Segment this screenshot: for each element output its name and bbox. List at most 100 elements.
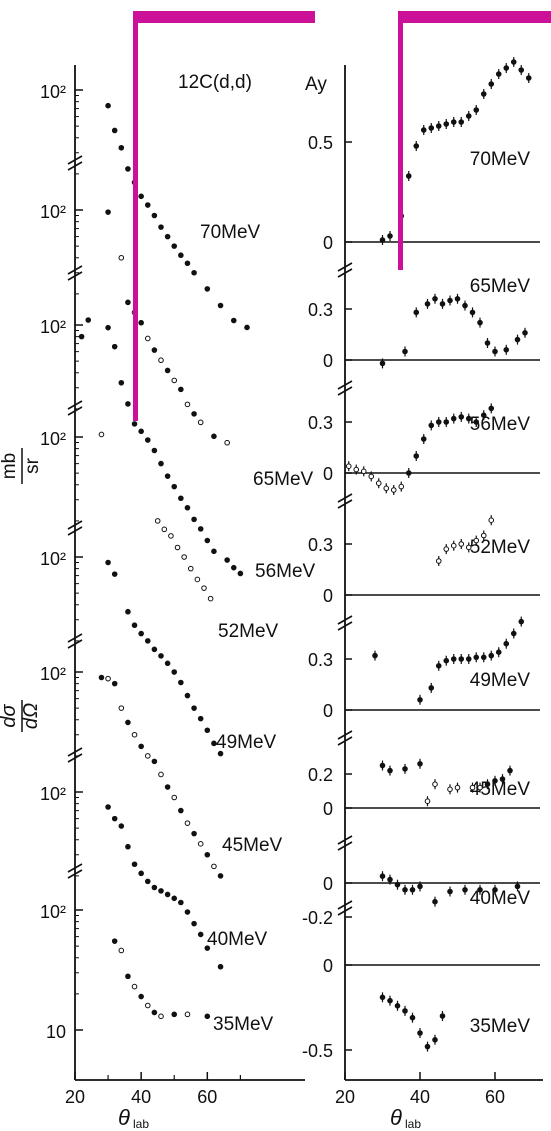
ay-energy-label: 40MeV (470, 888, 531, 909)
cs-point-70MeV (171, 243, 178, 249)
ay-point-52MeV (450, 542, 457, 549)
ay-point-49MeV (450, 656, 457, 662)
ay-point-49MeV (473, 654, 480, 661)
ay-point-45MeV (432, 781, 438, 788)
cs-point-65MeV (178, 386, 184, 393)
cs-point-52MeV (181, 554, 187, 560)
cs-point-49MeV (217, 750, 224, 757)
ay-point-70MeV (387, 233, 393, 239)
cs-point-65MeV (125, 299, 131, 306)
cs-point-65MeV (151, 347, 158, 353)
ay-point-49MeV (510, 630, 517, 637)
ay-point-56MeV (390, 487, 397, 493)
ay-point-52MeV (473, 537, 480, 544)
left-x-tick-label: 60 (197, 1087, 217, 1107)
ay-point-52MeV (465, 544, 472, 551)
cs-point-35MeV (184, 1011, 191, 1018)
cs-point-56MeV (230, 564, 237, 571)
ay-ytick-label: 0 (323, 233, 333, 253)
cs-point-65MeV (138, 319, 144, 326)
ay-point-65MeV (432, 296, 438, 302)
ay-point-70MeV (510, 59, 517, 65)
svg-text:dΩ: dΩ (20, 703, 42, 729)
marker-stem-right (398, 11, 403, 270)
ay-point-40MeV (492, 887, 498, 893)
ay-panel-40MeV: 0 -0.2 40MeV (302, 874, 540, 928)
ay-point-45MeV (402, 766, 408, 772)
break-line (67, 520, 83, 530)
ay-ytick-label: 0.3 (308, 650, 333, 670)
cs-point-49MeV (204, 727, 211, 734)
ay-ytick-label: 0 (323, 956, 333, 976)
ay-point-49MeV (488, 652, 495, 659)
axis-break (337, 262, 353, 278)
svg-text:mb: mb (0, 453, 20, 479)
ay-point-56MeV (383, 485, 390, 492)
ay-panel-56MeV: 0.3 0 56MeV (308, 413, 540, 484)
cs-point-56MeV (85, 317, 92, 323)
break-line (337, 730, 353, 740)
ay-point-35MeV (417, 1030, 423, 1036)
axis-break (67, 633, 83, 649)
ay-point-70MeV (458, 119, 465, 125)
ay-point-52MeV (488, 517, 495, 524)
cs-point-56MeV (118, 379, 125, 386)
cs-energy-label: 52MeV (218, 621, 279, 642)
ay-point-56MeV (443, 419, 450, 425)
axis-break (67, 747, 83, 763)
cs-point-65MeV (164, 367, 171, 374)
cs-point-45MeV (98, 674, 105, 681)
axis-break (337, 835, 353, 851)
cs-point-65MeV (118, 254, 125, 261)
cs-point-45MeV (111, 680, 118, 687)
cs-point-56MeV (125, 401, 131, 407)
axis-break (337, 615, 353, 631)
ay-point-49MeV (417, 697, 423, 703)
svg-text:sr: sr (22, 457, 43, 474)
cs-point-45MeV (191, 830, 197, 837)
ay-ytick-label: 0 (323, 799, 333, 819)
cs-point-52MeV (154, 518, 161, 524)
break-line (67, 863, 83, 873)
cs-point-49MeV (125, 608, 131, 615)
ay-point-70MeV (435, 123, 442, 129)
ay-point-65MeV (522, 330, 528, 336)
ay-point-35MeV (379, 994, 386, 1001)
cs-point-52MeV (98, 431, 105, 438)
ay-ytick-label: 0.3 (308, 535, 333, 555)
cs-point-49MeV (144, 638, 151, 644)
ay-energy-label: 52MeV (470, 537, 531, 558)
ay-point-40MeV (379, 873, 386, 880)
ay-point-70MeV (443, 121, 450, 127)
cs-point-40MeV (191, 920, 197, 927)
ay-point-35MeV (402, 1008, 408, 1014)
ay-point-35MeV (439, 1013, 446, 1019)
cs-point-56MeV (171, 483, 178, 490)
ay-point-70MeV (465, 113, 472, 119)
ay-point-70MeV (473, 107, 480, 113)
cs-point-52MeV (207, 595, 214, 602)
cs-point-56MeV (184, 504, 191, 511)
cs-point-40MeV (144, 878, 151, 885)
ay-point-65MeV (477, 319, 483, 326)
cs-point-40MeV (204, 945, 211, 951)
cs-energy-label: 65MeV (253, 469, 314, 490)
cs-point-56MeV (237, 570, 244, 577)
cs-point-52MeV (174, 544, 181, 551)
ay-point-35MeV (387, 997, 393, 1004)
ay-ytick-label: 0.2 (308, 765, 333, 785)
ay-point-65MeV (514, 336, 521, 343)
cs-point-40MeV (138, 870, 144, 877)
svg-text:lab: lab (133, 1117, 149, 1131)
ay-point-70MeV (413, 143, 420, 149)
cs-point-49MeV (164, 660, 171, 667)
break-line (67, 271, 83, 281)
left-x-tick-label: 40 (131, 1087, 151, 1107)
cs-point-45MeV (217, 873, 224, 879)
ay-point-65MeV (462, 302, 468, 309)
cs-point-49MeV (211, 740, 217, 747)
cs-point-70MeV (151, 212, 158, 219)
ay-point-45MeV (387, 767, 393, 774)
cs-point-45MeV (184, 820, 191, 826)
cs-point-35MeV (111, 938, 118, 944)
